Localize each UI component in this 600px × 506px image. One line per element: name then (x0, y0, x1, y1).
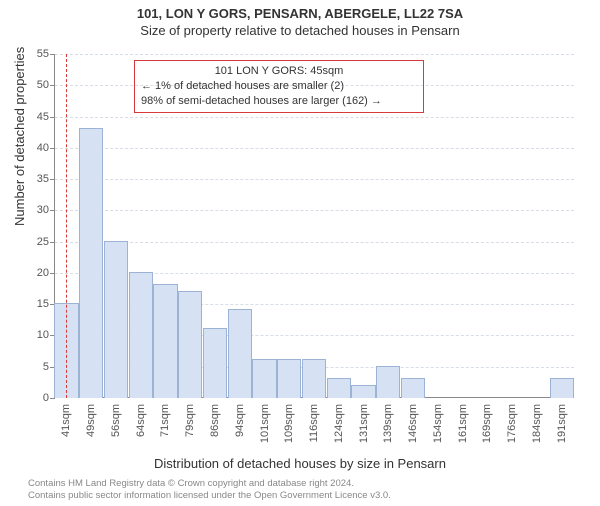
bar-rect (178, 291, 202, 398)
callout-line-smaller: ← 1% of detached houses are smaller (2) (141, 79, 417, 94)
ytick-label: 15 (37, 298, 49, 310)
ytick-label: 5 (43, 361, 49, 373)
bar-rect (228, 309, 252, 398)
ytick-label: 20 (37, 267, 49, 279)
ytick-label: 30 (37, 204, 49, 216)
xtick-label: 191sqm (556, 404, 568, 443)
x-axis-label: Distribution of detached houses by size … (0, 456, 600, 471)
chart-title-address: 101, LON Y GORS, PENSARN, ABERGELE, LL22… (0, 6, 600, 21)
xtick-label: 71sqm (159, 404, 171, 437)
bar-slot: 154sqm (425, 54, 450, 398)
xtick-label: 176sqm (506, 404, 518, 443)
bar-slot: 161sqm (450, 54, 475, 398)
xtick-label: 139sqm (382, 404, 394, 443)
xtick-label: 161sqm (457, 404, 469, 443)
xtick-label: 154sqm (432, 404, 444, 443)
ytick-label: 0 (43, 392, 49, 404)
bar-rect (203, 328, 227, 398)
xtick-label: 146sqm (407, 404, 419, 443)
xtick-label: 109sqm (283, 404, 295, 443)
bar-slot: 184sqm (525, 54, 550, 398)
bar-rect (302, 359, 326, 398)
xtick-label: 169sqm (481, 404, 493, 443)
bar-rect (252, 359, 276, 398)
xtick-label: 124sqm (333, 404, 345, 443)
bar-rect (129, 272, 153, 398)
xtick-label: 79sqm (184, 404, 196, 437)
ytick-label: 25 (37, 236, 49, 248)
xtick-label: 49sqm (85, 404, 97, 437)
ytick-label: 50 (37, 79, 49, 91)
bar-rect (153, 284, 177, 398)
ytick-label: 10 (37, 329, 49, 341)
ytick-label: 40 (37, 142, 49, 154)
bar-rect (327, 378, 351, 398)
xtick-label: 116sqm (308, 404, 320, 442)
callout-title: 101 LON Y GORS: 45sqm (141, 64, 417, 79)
bar-slot: 49sqm (79, 54, 104, 398)
bar-rect (104, 241, 128, 398)
bar-rect (79, 128, 103, 398)
callout-line-larger: 98% of semi-detached houses are larger (… (141, 94, 417, 109)
xtick-label: 56sqm (110, 404, 122, 437)
ytick-label: 45 (37, 111, 49, 123)
annotation-callout: 101 LON Y GORS: 45sqm ← 1% of detached h… (134, 60, 424, 113)
reference-marker-line (66, 54, 67, 398)
xtick-label: 86sqm (209, 404, 221, 437)
bar-rect (351, 385, 375, 399)
bar-slot: 176sqm (500, 54, 525, 398)
bar-rect (550, 378, 574, 398)
ytick-label: 35 (37, 173, 49, 185)
attribution-footer: Contains HM Land Registry data © Crown c… (28, 478, 391, 502)
chart-title-block: 101, LON Y GORS, PENSARN, ABERGELE, LL22… (0, 6, 600, 38)
bar-slot: 169sqm (475, 54, 500, 398)
bar-rect (277, 359, 301, 398)
xtick-label: 101sqm (259, 404, 271, 443)
bar-rect (401, 378, 425, 398)
xtick-label: 41sqm (60, 404, 72, 437)
xtick-label: 184sqm (531, 404, 543, 443)
footer-line2: Contains public sector information licen… (28, 490, 391, 502)
bar-slot: 56sqm (104, 54, 129, 398)
xtick-label: 64sqm (135, 404, 147, 437)
plot-area: 0510152025303540455055 41sqm49sqm56sqm64… (54, 54, 574, 398)
bar-rect (376, 366, 400, 398)
ytick-mark (50, 398, 55, 399)
chart-subtitle: Size of property relative to detached ho… (0, 23, 600, 38)
bar-slot: 191sqm (549, 54, 574, 398)
xtick-label: 131sqm (358, 404, 370, 443)
ytick-label: 55 (37, 48, 49, 60)
footer-line1: Contains HM Land Registry data © Crown c… (28, 478, 391, 490)
xtick-label: 94sqm (234, 404, 246, 437)
y-axis-label: Number of detached properties (12, 47, 27, 226)
